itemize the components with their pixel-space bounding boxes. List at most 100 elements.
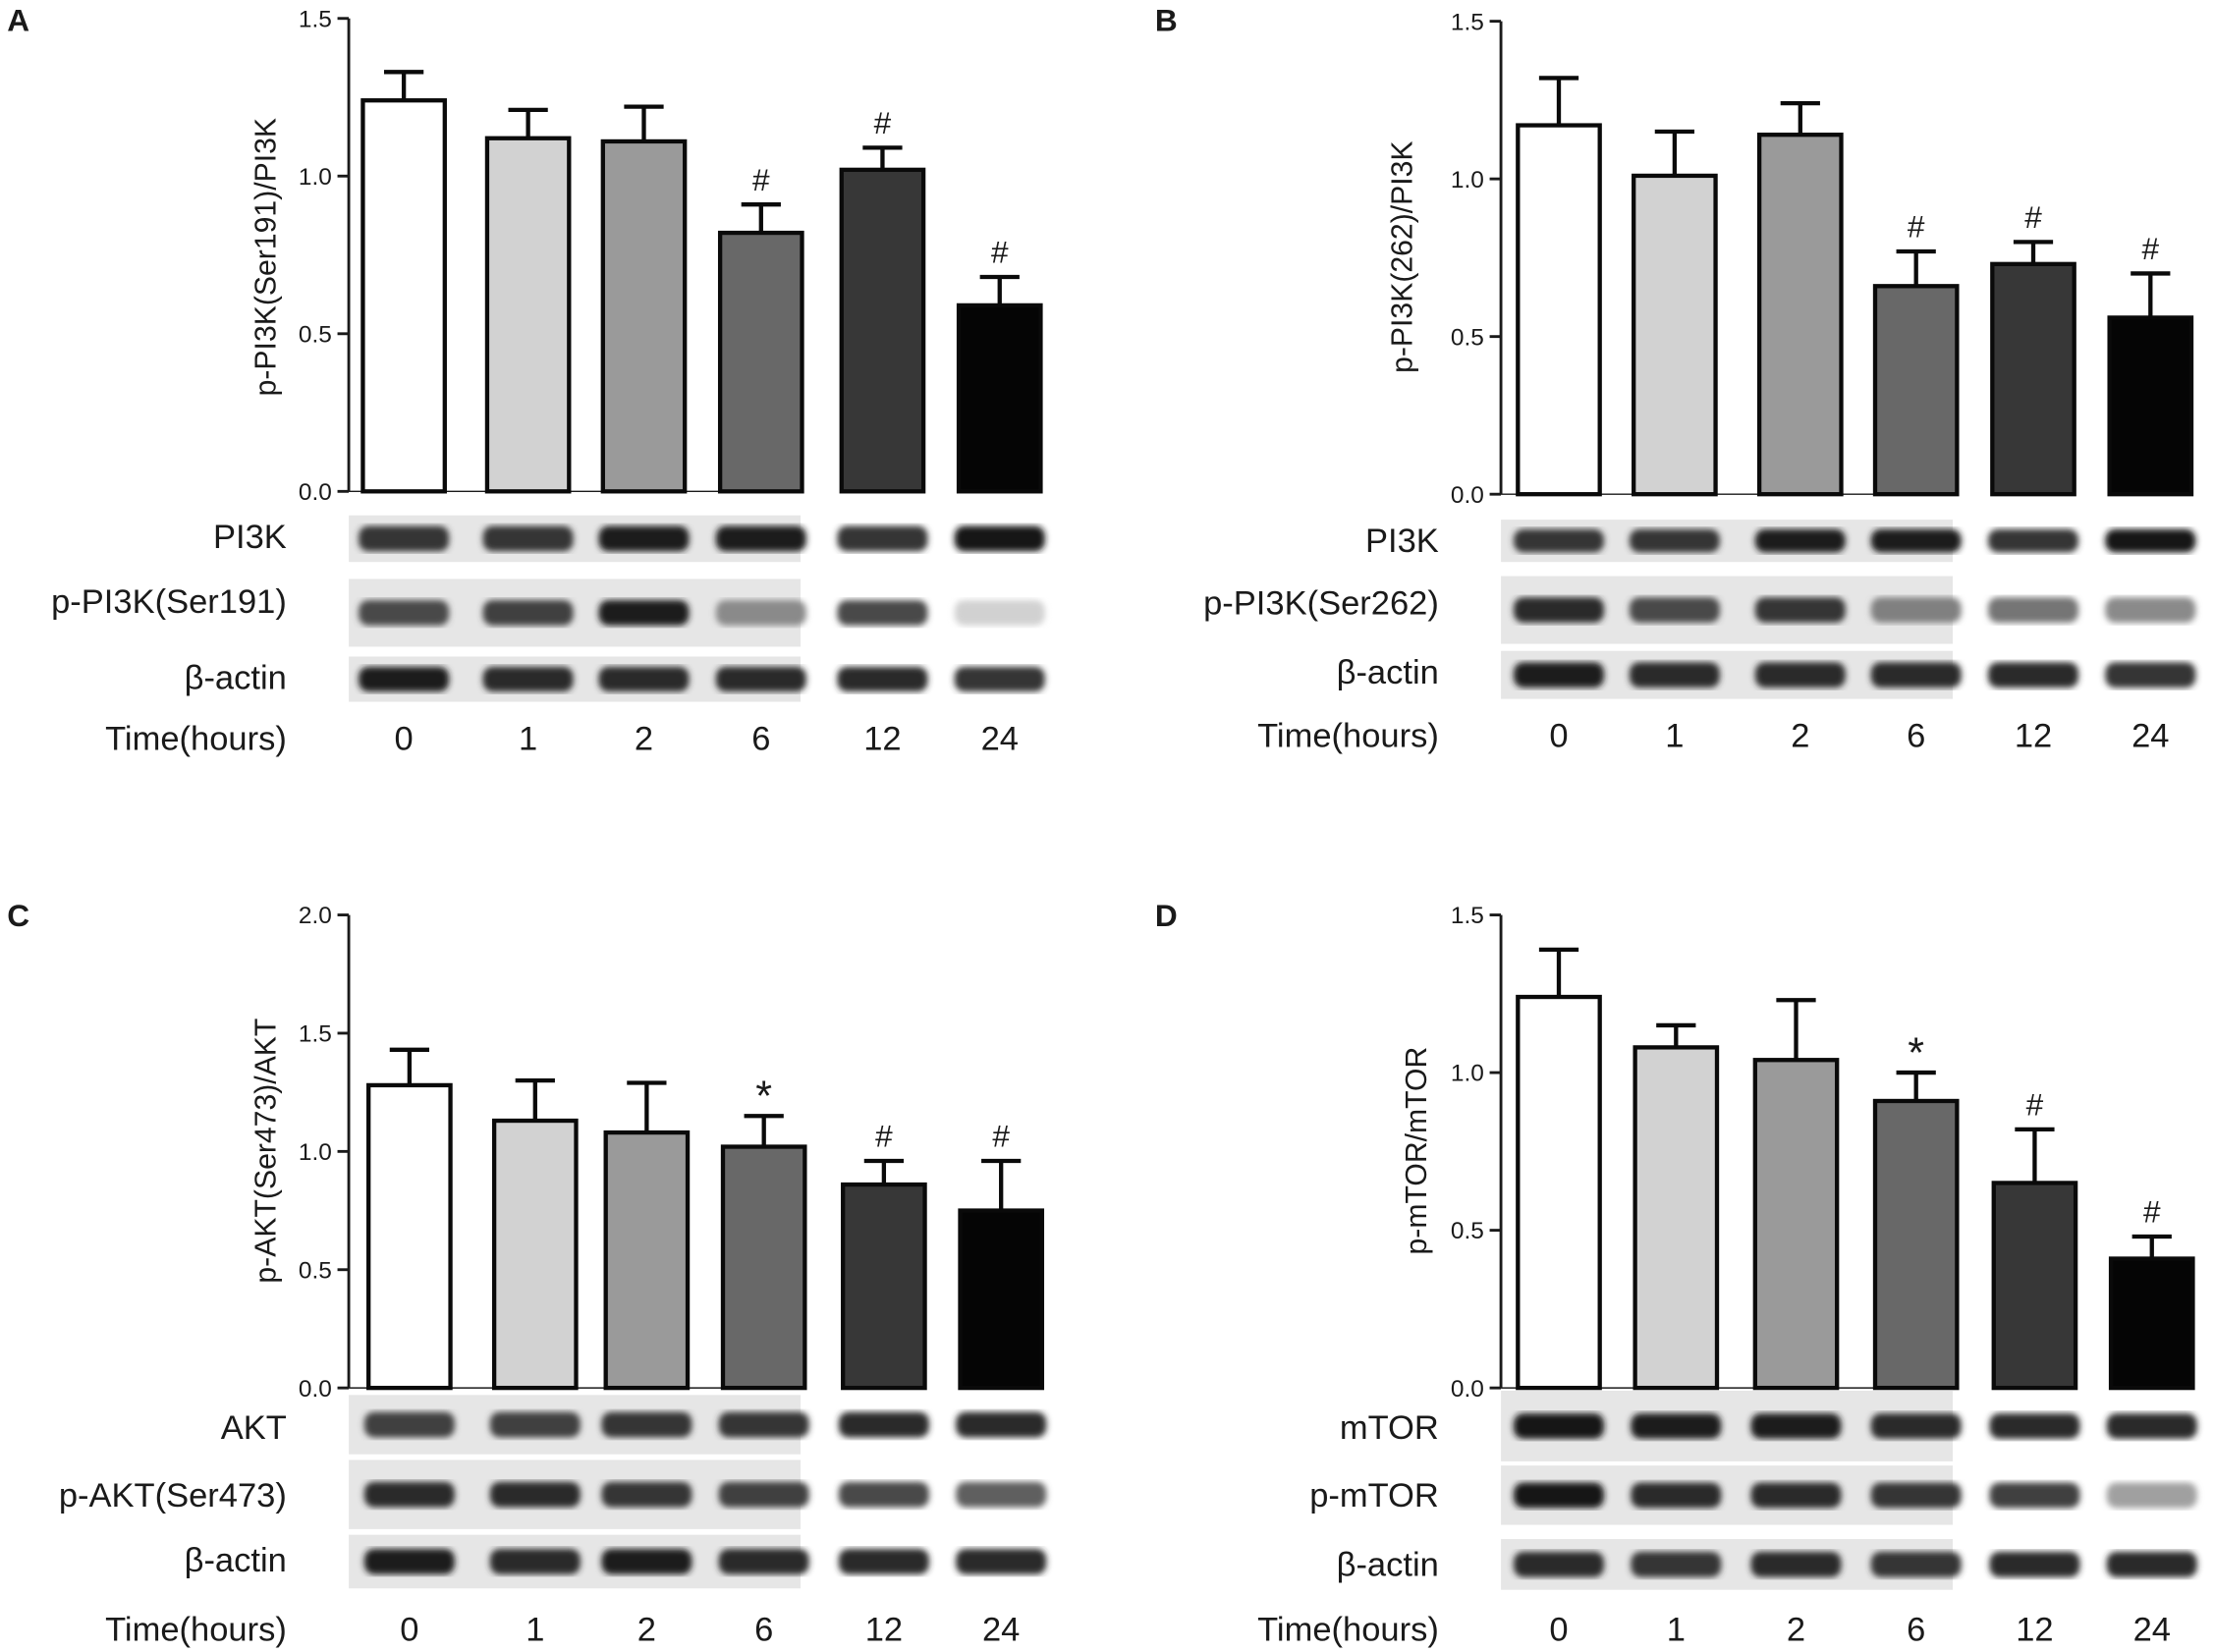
blot-band [2106, 1413, 2197, 1439]
bar [491, 1118, 579, 1391]
blot-band [1514, 528, 1604, 553]
bar [956, 303, 1043, 494]
blot-band [1989, 1482, 2080, 1509]
blot-band [1750, 1413, 1842, 1439]
y-tick-label: 0.5 [1451, 1218, 1484, 1244]
bar [841, 1182, 927, 1391]
y-tick-label: 0.0 [299, 1376, 332, 1403]
significance-marker: # [2142, 231, 2160, 266]
bar [1990, 261, 2076, 497]
blot-band [359, 525, 450, 552]
x-tick-label: 1 [519, 720, 537, 757]
y-tick-label: 1.0 [299, 164, 332, 191]
blot-band [2105, 528, 2196, 553]
y-tick-label: 1.5 [299, 1021, 332, 1048]
blot-band [1870, 528, 1962, 553]
blot-band [489, 1549, 581, 1574]
blot-band [837, 600, 928, 626]
significance-marker: # [2024, 199, 2042, 235]
x-tick-label: 6 [1907, 718, 1925, 755]
blot-band [1514, 1482, 1604, 1509]
blot-band [2106, 1482, 2197, 1509]
significance-marker: # [752, 162, 770, 197]
blot-band [718, 1481, 809, 1508]
blot-band [1629, 528, 1720, 553]
panel-letter: D [1155, 898, 1178, 933]
blot-band [2105, 597, 2196, 623]
blot-band [1754, 597, 1846, 623]
y-tick-label: 1.0 [1451, 167, 1484, 193]
significance-marker: # [875, 1119, 893, 1154]
blot-band [601, 1411, 692, 1438]
blot-band [1989, 1413, 2080, 1439]
y-tick-label: 0.0 [1451, 1376, 1484, 1403]
bar [839, 167, 926, 494]
significance-marker: # [2143, 1194, 2161, 1230]
bar [603, 1129, 691, 1391]
significance-marker: # [2026, 1086, 2044, 1122]
blot-band [598, 666, 690, 692]
blot-label: mTOR [1340, 1409, 1439, 1447]
bar [958, 1208, 1045, 1391]
y-tick-label: 0.5 [299, 1257, 332, 1284]
x-tick-label: 0 [1549, 718, 1568, 755]
x-tick-label: 0 [1549, 1611, 1568, 1648]
blot-band [715, 666, 806, 692]
x-tick-label: 6 [1907, 1611, 1925, 1648]
blot-label: β-actin [1337, 1546, 1439, 1583]
blot-band [601, 1481, 692, 1508]
blot-band [718, 1549, 809, 1574]
bar [2108, 1256, 2195, 1391]
blot-band [1870, 662, 1962, 688]
blot-band [1870, 597, 1962, 623]
blot-band [598, 600, 690, 626]
blot-band [1631, 1413, 1722, 1439]
blot-band [1514, 1413, 1604, 1439]
bar [1872, 1098, 1960, 1391]
y-tick-label: 0.0 [299, 479, 332, 506]
blot-band [954, 666, 1045, 692]
blot-band [601, 1549, 692, 1574]
x-tick-label: 24 [2131, 718, 2169, 755]
bar [1516, 123, 1602, 497]
blot-label: β-actin [185, 660, 287, 697]
x-tick-label: 12 [863, 720, 901, 757]
blot-band [954, 600, 1045, 626]
blot-band [1631, 1551, 1722, 1577]
significance-marker: * [1908, 1029, 1924, 1076]
bar [1756, 133, 1844, 497]
blot-band [837, 525, 928, 552]
blot-band [715, 600, 806, 626]
bar [1516, 994, 1602, 1391]
x-tick-label: 24 [981, 720, 1019, 757]
significance-marker: # [992, 1119, 1010, 1154]
significance-marker: # [991, 235, 1009, 270]
x-axis-label: Time(hours) [105, 720, 287, 757]
bar [1632, 173, 1718, 497]
x-tick-label: 12 [2016, 1611, 2053, 1648]
x-tick-label: 1 [526, 1611, 544, 1648]
blot-band [363, 1481, 455, 1508]
panel-letter: B [1155, 3, 1178, 38]
blot-band [1629, 662, 1720, 688]
blot-label: β-actin [1337, 654, 1439, 691]
blot-band [715, 525, 806, 552]
blot-label: p-AKT(Ser473) [59, 1477, 287, 1514]
blot-band [1631, 1482, 1722, 1509]
blot-band [363, 1411, 455, 1438]
blot-band [1514, 662, 1604, 688]
x-tick-label: 6 [754, 1611, 773, 1648]
blot-band [489, 1481, 581, 1508]
blot-label: β-actin [185, 1542, 287, 1579]
blot-band [363, 1549, 455, 1574]
bar [717, 230, 804, 494]
x-tick-label: 2 [637, 1611, 656, 1648]
blot-band [359, 666, 450, 692]
blot-band [1750, 1551, 1842, 1577]
blot-band [482, 666, 574, 692]
x-tick-label: 1 [1665, 718, 1684, 755]
significance-marker: # [874, 105, 892, 140]
blot-band [1629, 597, 1720, 623]
x-tick-label: 1 [1667, 1611, 1686, 1648]
